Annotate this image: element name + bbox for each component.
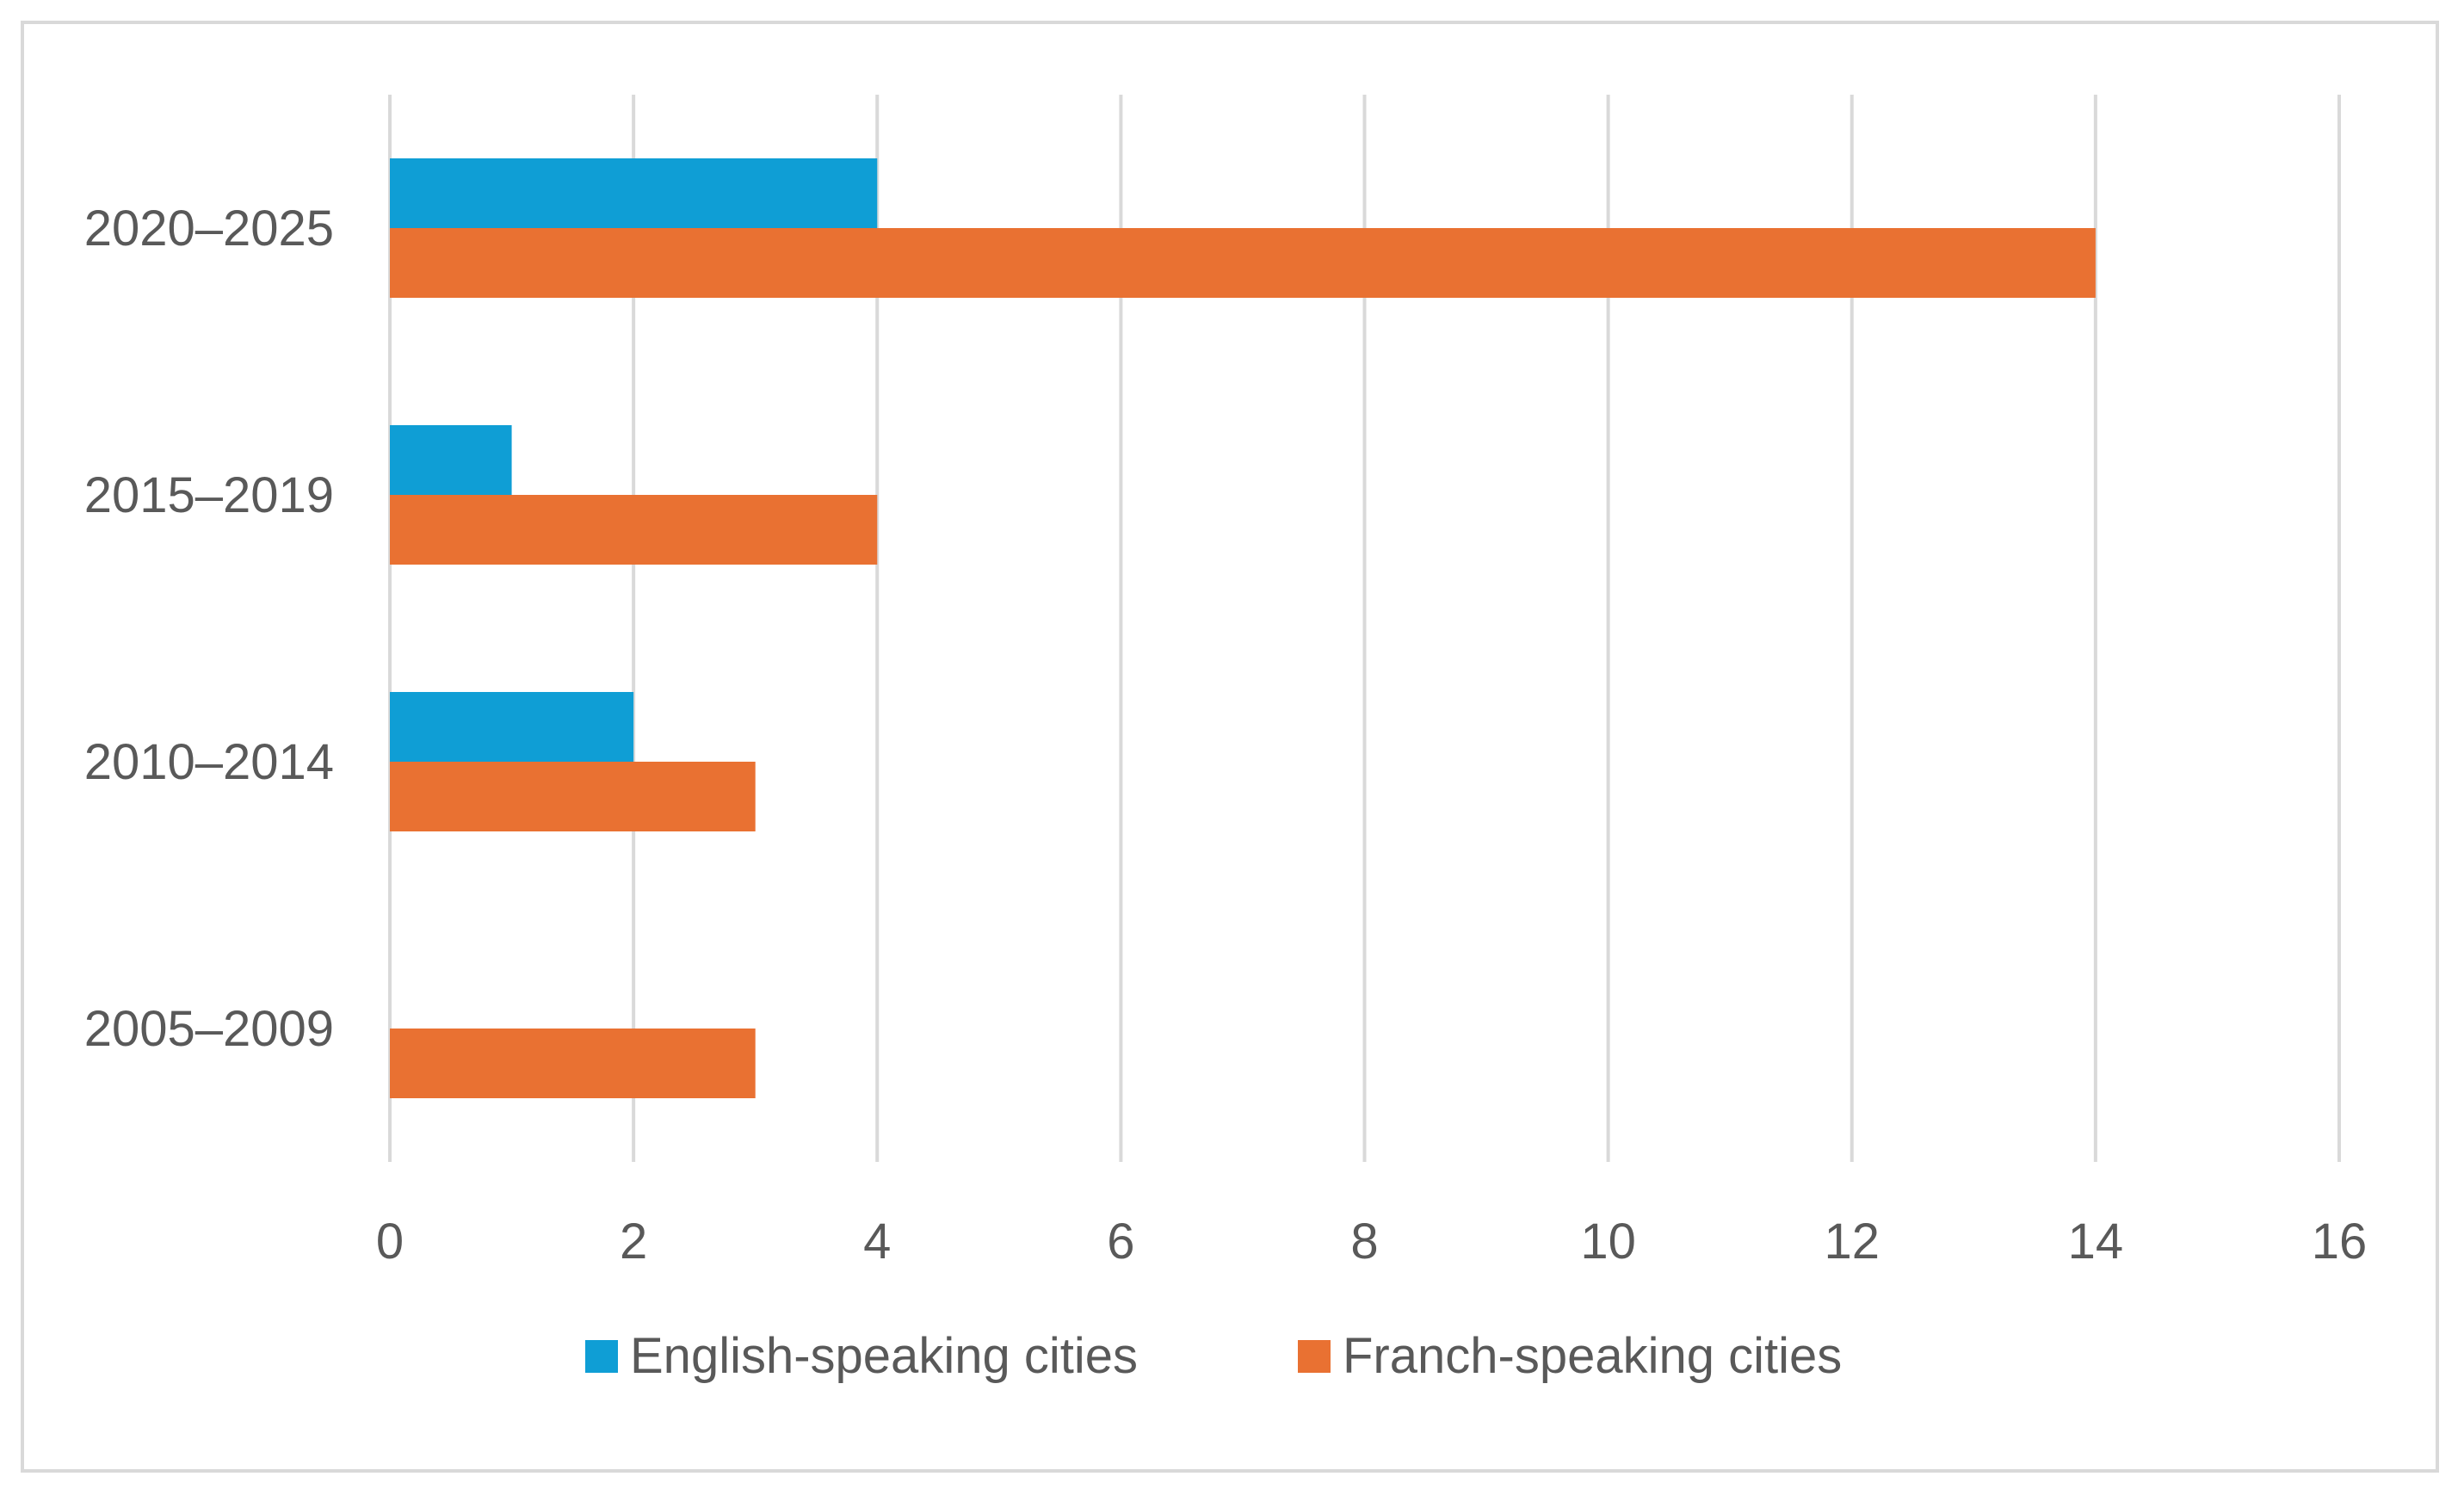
x-tick-label-4: 4 bbox=[863, 1214, 891, 1270]
bar-franch-3 bbox=[390, 228, 2096, 298]
x-tick-label-0: 0 bbox=[376, 1214, 404, 1270]
x-tick-label-8: 8 bbox=[1350, 1214, 1378, 1270]
x-tick-label-12: 12 bbox=[1824, 1214, 1880, 1270]
x-tick-label-2: 2 bbox=[620, 1214, 647, 1270]
legend: English-speaking cities Franch-speaking c… bbox=[585, 1328, 1842, 1384]
bar-franch-2 bbox=[390, 495, 878, 565]
legend-swatch-english bbox=[585, 1340, 618, 1373]
category-labels: 2005–2009 2010–2014 2015–2019 2020–2025 bbox=[84, 201, 334, 1057]
category-label: 2005–2009 bbox=[84, 1001, 334, 1057]
category-label: 2015–2019 bbox=[84, 467, 334, 523]
x-tick-label-10: 10 bbox=[1580, 1214, 1636, 1270]
legend-label-franch: Franch-speaking cities bbox=[1343, 1328, 1842, 1384]
bar-franch-1 bbox=[390, 762, 756, 831]
category-label: 2020–2025 bbox=[84, 201, 334, 256]
bar-franch-0 bbox=[390, 1029, 756, 1098]
bars bbox=[390, 158, 2096, 1098]
x-tick-label-6: 6 bbox=[1107, 1214, 1134, 1270]
bar-english-3 bbox=[390, 158, 878, 228]
legend-label-english: English-speaking cities bbox=[630, 1328, 1138, 1384]
legend-swatch-franch bbox=[1298, 1340, 1331, 1373]
x-tick-label-16: 16 bbox=[2312, 1214, 2368, 1270]
bar-english-1 bbox=[390, 692, 634, 762]
x-tick-label-14: 14 bbox=[2068, 1214, 2124, 1270]
category-label: 2010–2014 bbox=[84, 734, 334, 790]
x-tick-labels: 0 2 4 6 8 10 12 14 16 bbox=[376, 1214, 2367, 1270]
bar-english-2 bbox=[390, 425, 512, 495]
